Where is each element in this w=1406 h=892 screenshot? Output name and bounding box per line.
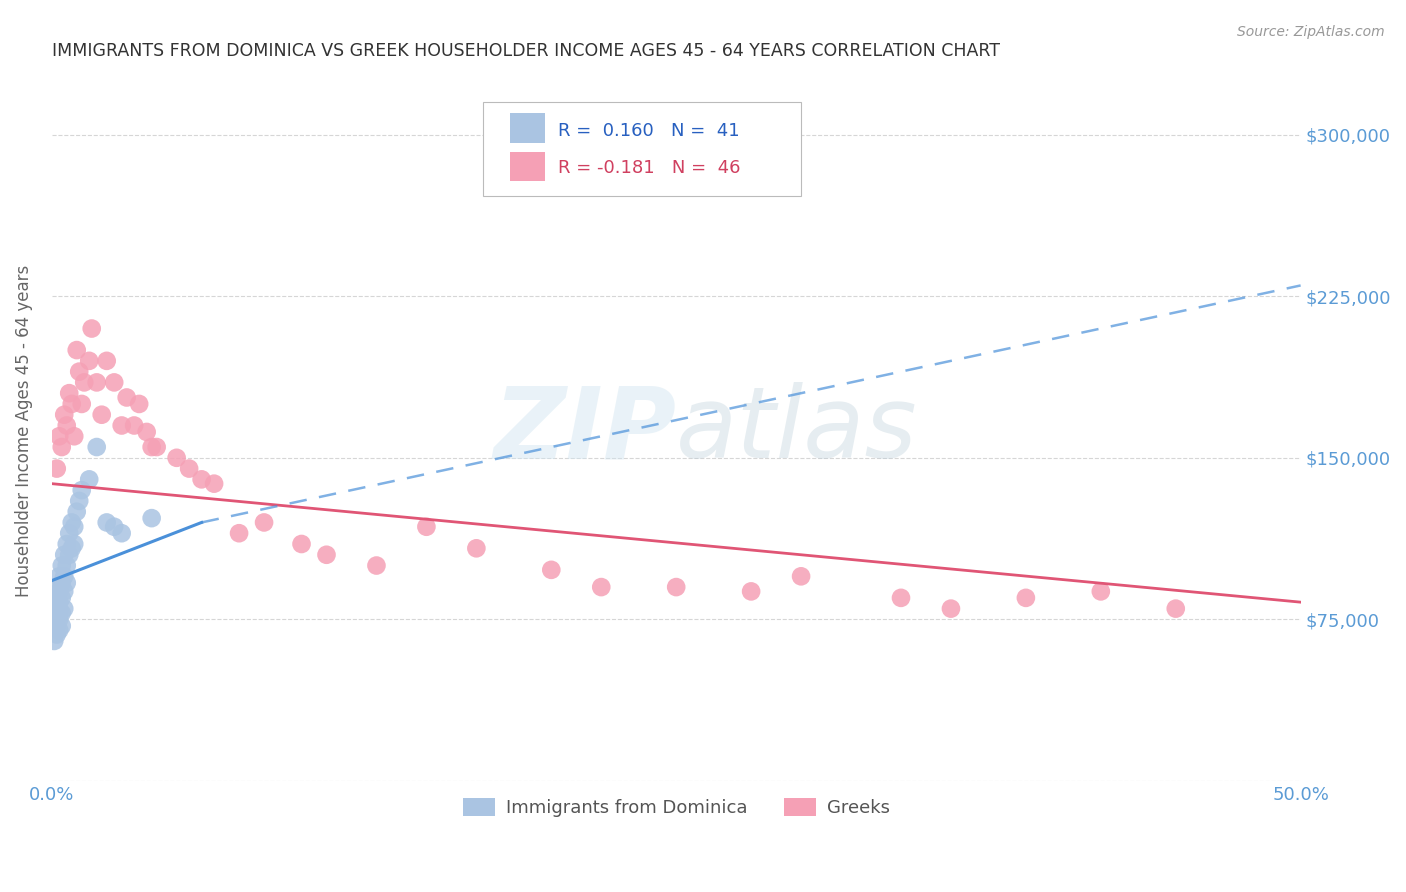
Text: R = -0.181   N =  46: R = -0.181 N = 46 (558, 159, 740, 177)
Point (48, 595, 70, 609)
Point (190, 472, 212, 486)
Point (55, 418, 77, 433)
Point (67, 365, 90, 379)
Point (44, 591, 66, 605)
Point (179, 461, 201, 475)
Point (290, 537, 312, 551)
Point (44, 612, 66, 626)
Point (228, 526, 250, 541)
Text: Source: ZipAtlas.com: Source: ZipAtlas.com (1237, 25, 1385, 39)
Legend: Immigrants from Dominica, Greeks: Immigrants from Dominica, Greeks (456, 790, 897, 824)
Point (86, 440, 108, 454)
Point (53, 584, 76, 599)
Point (53, 408, 76, 422)
Point (53, 569, 76, 583)
Point (366, 558, 388, 573)
Point (166, 450, 188, 465)
Point (55, 558, 77, 573)
FancyBboxPatch shape (482, 102, 801, 196)
Point (63, 520, 86, 534)
Point (253, 516, 276, 530)
Point (60, 541, 83, 556)
Point (939, 601, 962, 615)
Point (58, 386, 80, 401)
Point (790, 569, 813, 583)
Point (63, 429, 86, 443)
Point (48, 623, 70, 637)
Point (55, 575, 77, 590)
Point (1090, 584, 1112, 599)
Text: atlas: atlas (676, 383, 918, 479)
Point (111, 418, 134, 433)
Point (51, 619, 73, 633)
Text: ZIP: ZIP (494, 383, 676, 479)
Point (740, 584, 762, 599)
Point (45, 461, 67, 475)
Point (45, 619, 67, 633)
Point (51, 440, 73, 454)
Point (202, 476, 225, 491)
Point (51, 606, 73, 620)
Point (465, 541, 488, 556)
Point (77, 472, 100, 486)
Point (51, 575, 73, 590)
Point (141, 440, 163, 454)
Point (60, 516, 83, 530)
Point (103, 520, 125, 534)
Y-axis label: Householder Income Ages 45 - 64 years: Householder Income Ages 45 - 64 years (15, 265, 32, 597)
Point (60, 397, 83, 411)
Text: IMMIGRANTS FROM DOMINICA VS GREEK HOUSEHOLDER INCOME AGES 45 - 64 YEARS CORRELAT: IMMIGRANTS FROM DOMINICA VS GREEK HOUSEH… (52, 42, 1000, 60)
Point (77, 354, 100, 368)
Point (315, 548, 337, 562)
Point (45, 606, 67, 620)
Point (86, 376, 108, 390)
Point (48, 429, 70, 443)
Point (66, 505, 89, 519)
Point (55, 537, 77, 551)
Point (45, 627, 67, 641)
Point (67, 494, 90, 508)
Point (53, 548, 76, 562)
Point (44, 634, 66, 648)
Text: R =  0.160   N =  41: R = 0.160 N = 41 (558, 122, 740, 140)
Point (890, 591, 912, 605)
Point (145, 440, 167, 454)
Point (73, 376, 96, 390)
Point (58, 526, 80, 541)
Point (70, 483, 93, 497)
Point (63, 537, 86, 551)
Point (591, 580, 613, 594)
Point (51, 591, 73, 605)
Point (70, 397, 93, 411)
Point (415, 520, 437, 534)
Point (665, 580, 688, 594)
Point (115, 391, 138, 405)
Point (122, 418, 145, 433)
Point (128, 397, 150, 411)
FancyBboxPatch shape (510, 152, 546, 181)
Point (111, 526, 134, 541)
Point (45, 580, 67, 594)
Point (48, 584, 70, 599)
Point (66, 343, 89, 357)
Point (53, 601, 76, 615)
Point (1015, 591, 1038, 605)
Point (103, 376, 125, 390)
Point (80, 321, 103, 335)
Point (135, 425, 157, 439)
Point (58, 548, 80, 562)
Point (1164, 601, 1187, 615)
Point (96, 354, 118, 368)
Point (141, 511, 163, 525)
FancyBboxPatch shape (510, 113, 546, 143)
Point (48, 604, 70, 618)
Point (51, 558, 73, 573)
Point (96, 516, 118, 530)
Point (48, 612, 70, 626)
Point (48, 569, 70, 583)
Point (540, 563, 562, 577)
Point (45, 597, 67, 611)
Point (90, 408, 112, 422)
